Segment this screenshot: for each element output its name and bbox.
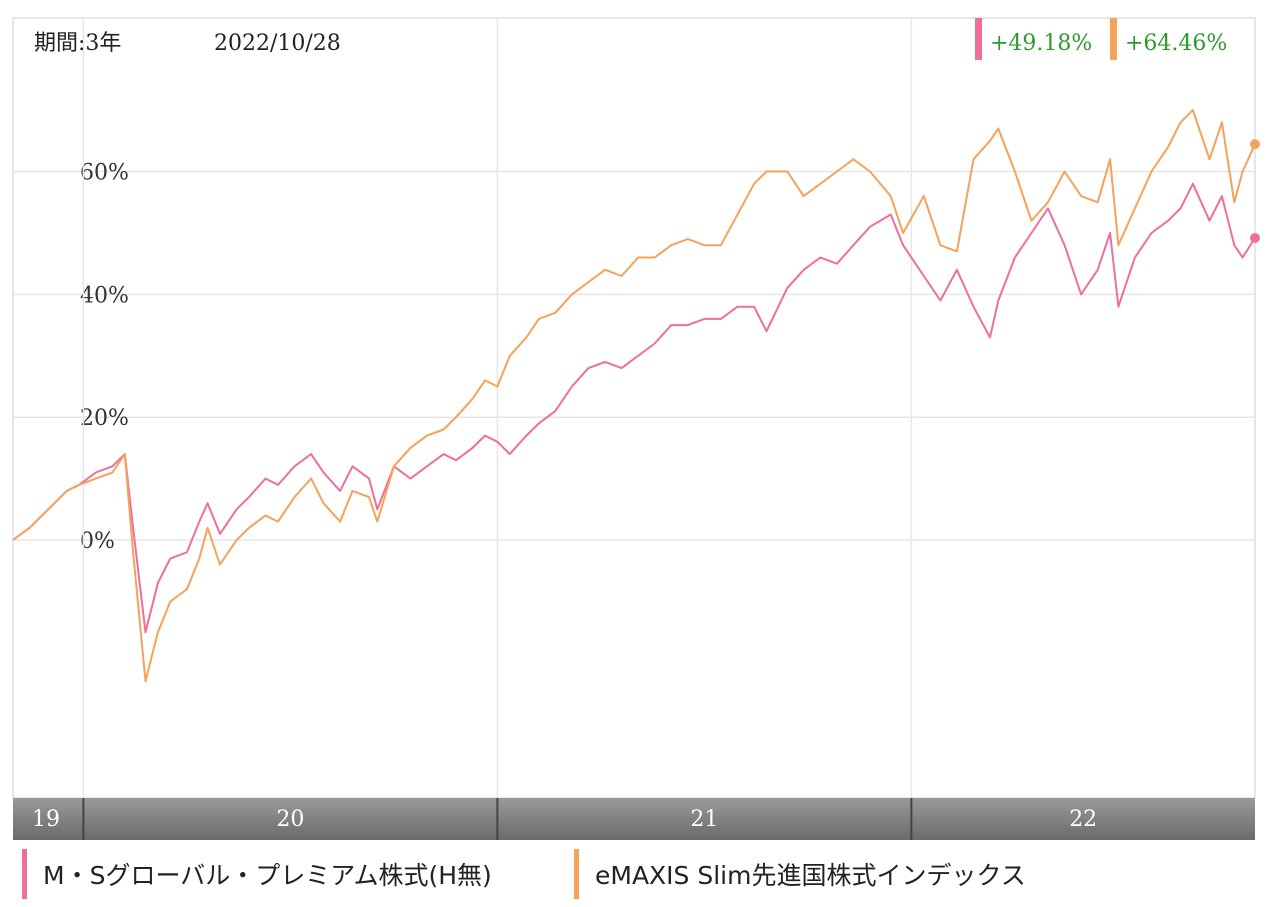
series-line-ms-global [12,182,1256,634]
period-label: 期間:3年 [34,31,121,56]
x-tick-label: 19 [32,807,60,832]
x-axis-band-bg [13,798,1255,840]
series-line-emaxis [12,109,1256,683]
series-end-point [1250,139,1260,150]
x-tick-label: 21 [690,807,718,832]
return-badge-orange-bar [1110,18,1117,60]
legend-item-ms-global: M・Sグローバル・プレミアム株式(H無) [22,848,492,900]
legend-swatch-orange [574,849,579,899]
y-tick-label: 60% [80,161,129,186]
series-end-point [1250,232,1260,243]
x-axis-band: 19 20 21 22 [13,798,1255,840]
plot-frame [12,17,1256,799]
legend-swatch-pink [22,849,27,899]
return-value-pink: +49.18% [990,31,1092,56]
y-tick-label: 40% [80,283,129,308]
x-tick-label: 20 [276,807,304,832]
legend-label-emaxis: eMAXIS Slim先進国株式インデックス [595,861,1026,890]
grid-lines: 60% 40% 20% 0% [13,18,1255,798]
legend-item-emaxis: eMAXIS Slim先進国株式インデックス [574,848,1026,900]
return-badge-pink-bar [975,18,982,60]
x-tick-label: 22 [1069,807,1097,832]
series-layer [12,109,1260,683]
y-tick-label: 0% [80,529,115,554]
return-value-orange: +64.46% [1125,31,1227,56]
date-label: 2022/10/28 [214,31,341,56]
chart-svg: 60% 40% 20% 0% 19 20 21 22 期間:3年 2022/10/28 +4… [12,17,1260,840]
legend: M・Sグローバル・プレミアム株式(H無) eMAXIS Slim先進国株式インデ… [0,848,1274,907]
legend-label-ms-global: M・Sグローバル・プレミアム株式(H無) [43,861,492,890]
y-tick-label: 20% [80,406,129,431]
